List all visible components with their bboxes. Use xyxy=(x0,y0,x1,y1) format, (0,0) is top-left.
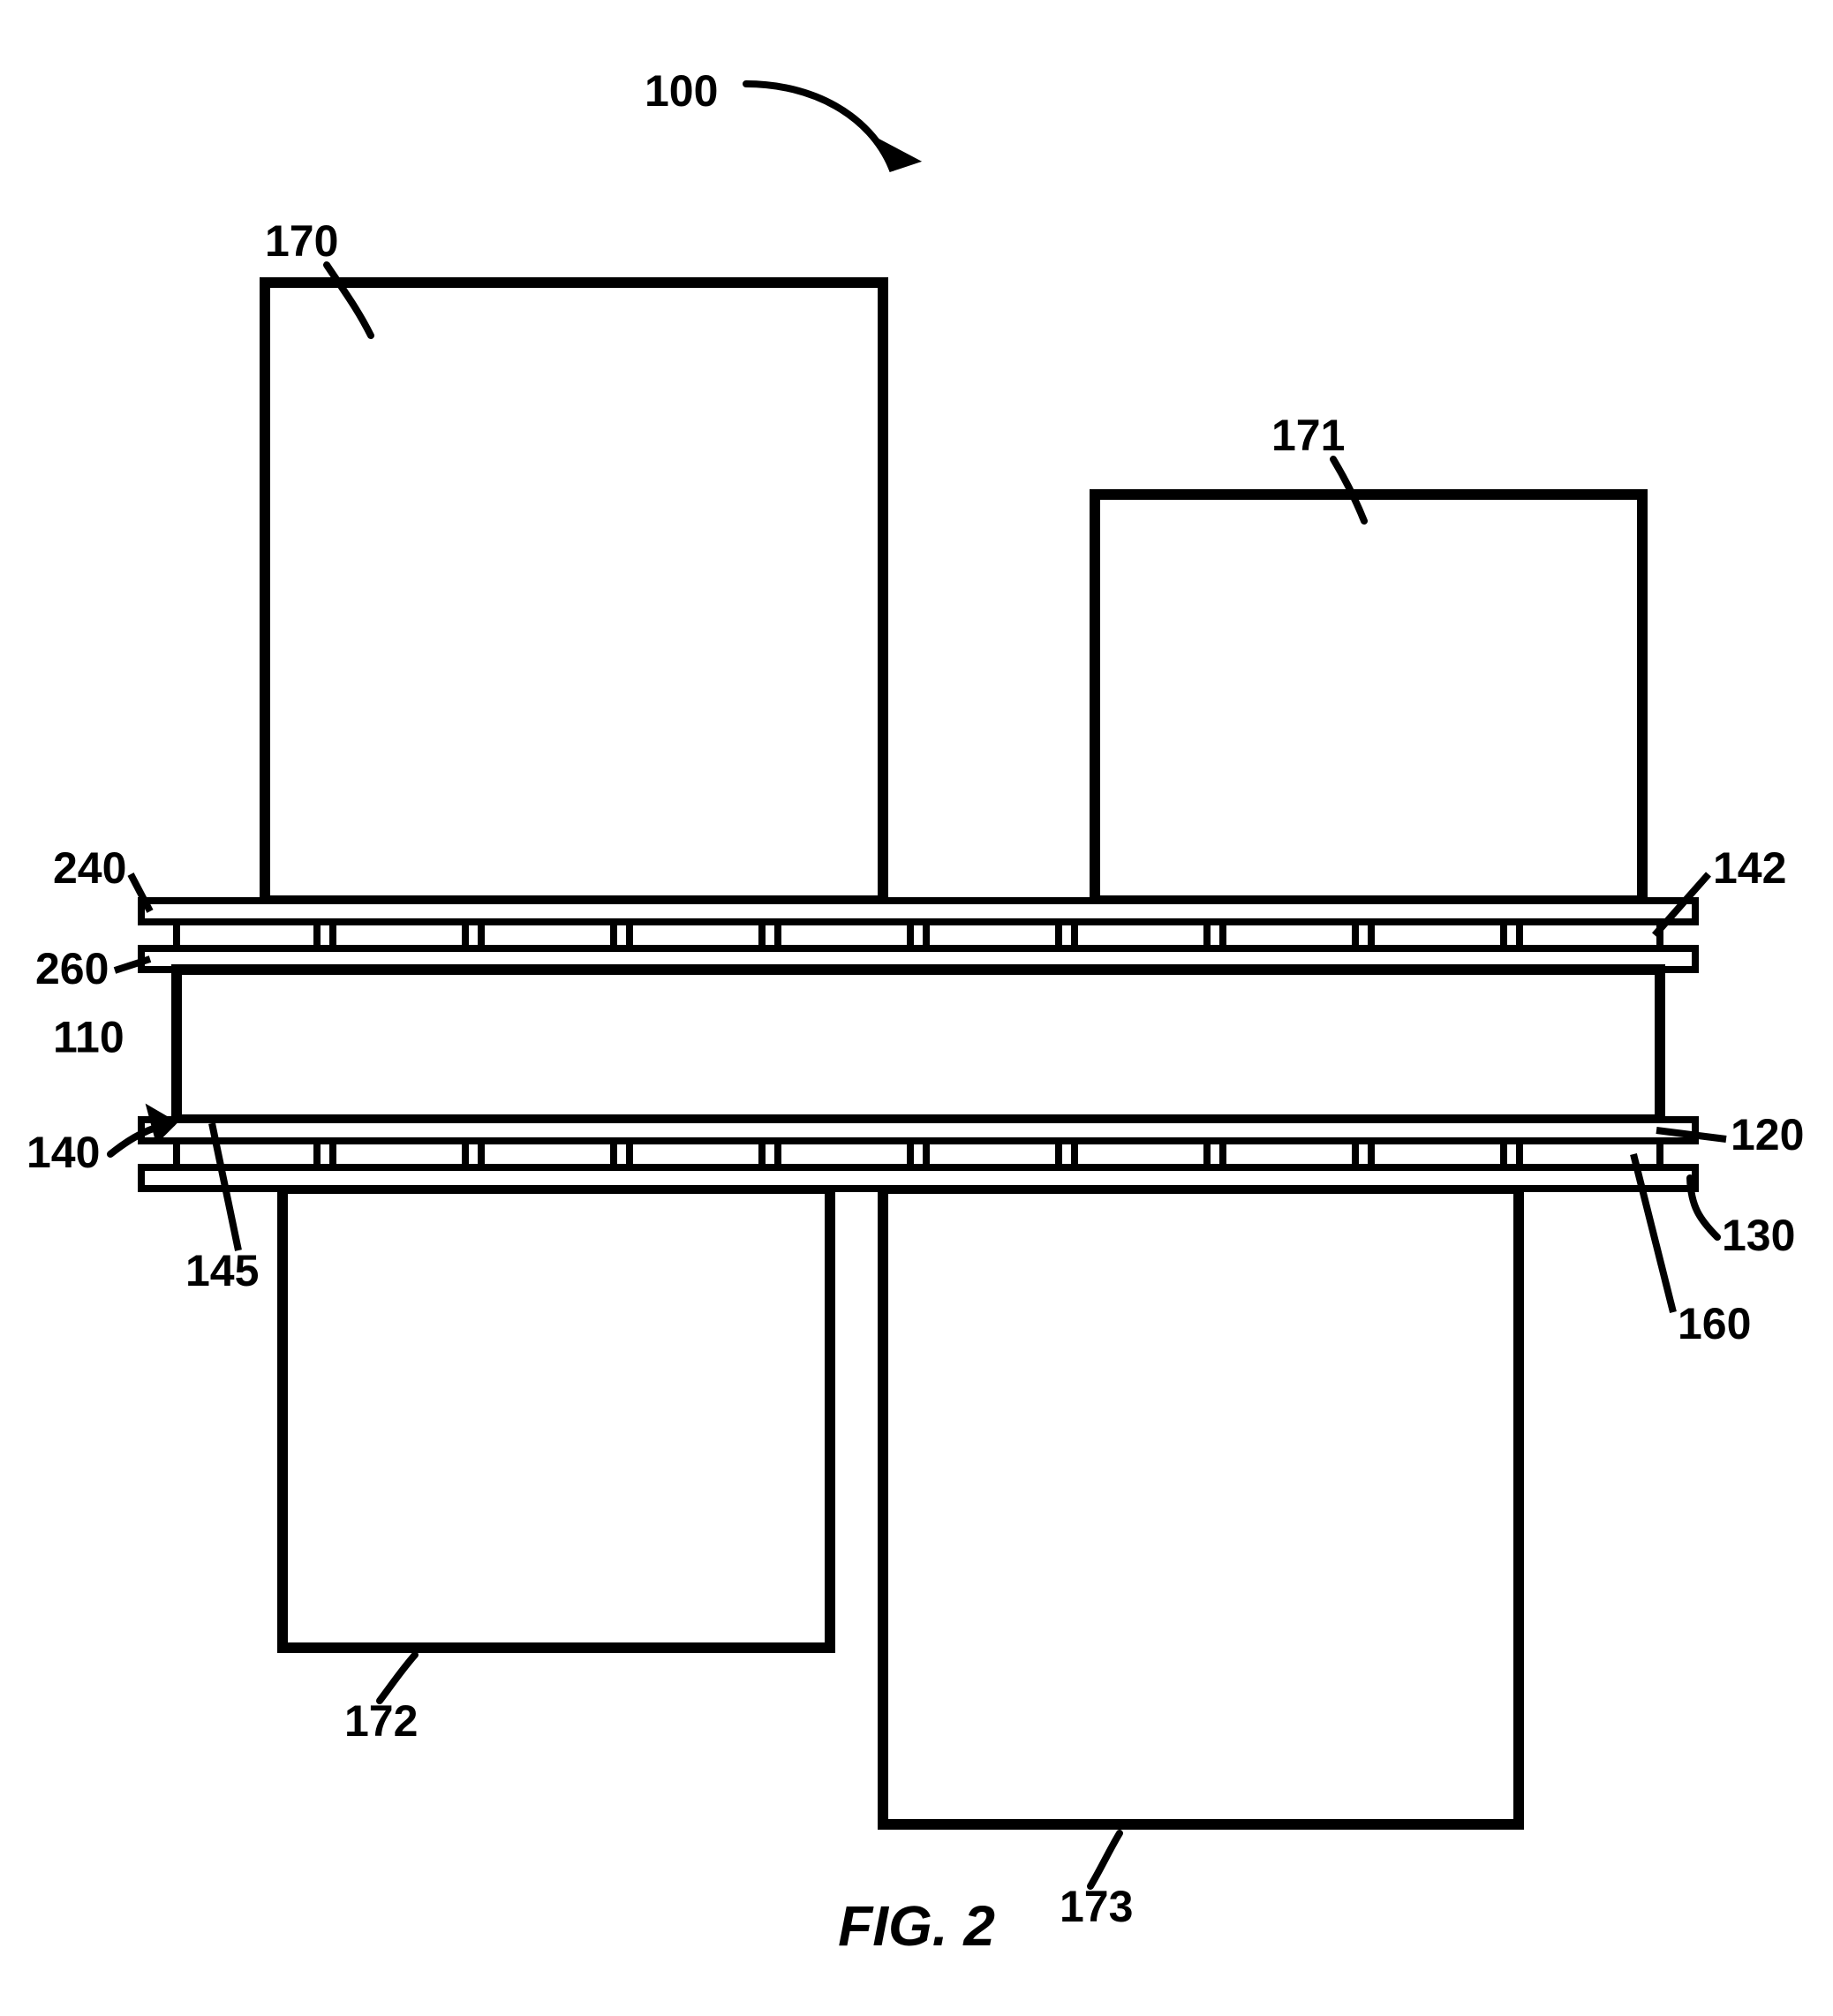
layer-110 xyxy=(177,970,1660,1120)
figure-caption: FIG. 2 xyxy=(838,1894,995,1958)
label-171: 171 xyxy=(1271,411,1345,460)
label-120: 120 xyxy=(1731,1110,1804,1159)
label-260: 260 xyxy=(35,944,109,993)
label-173: 173 xyxy=(1060,1882,1133,1931)
label-142: 142 xyxy=(1713,843,1786,893)
label-240: 240 xyxy=(53,843,126,893)
block-172 xyxy=(283,1189,830,1648)
block-173 xyxy=(883,1189,1519,1824)
label-170: 170 xyxy=(265,216,338,266)
label-110: 110 xyxy=(53,1013,124,1062)
label-130: 130 xyxy=(1722,1211,1795,1260)
block-170 xyxy=(265,283,883,901)
label-145: 145 xyxy=(185,1246,259,1295)
layer-130 xyxy=(141,1167,1695,1189)
block-171 xyxy=(1095,495,1642,901)
label-100: 100 xyxy=(645,66,718,116)
layer-142-outline xyxy=(177,922,1660,948)
label-160: 160 xyxy=(1678,1299,1751,1348)
layer-120-outline xyxy=(177,1141,1660,1167)
label-140: 140 xyxy=(26,1128,100,1177)
